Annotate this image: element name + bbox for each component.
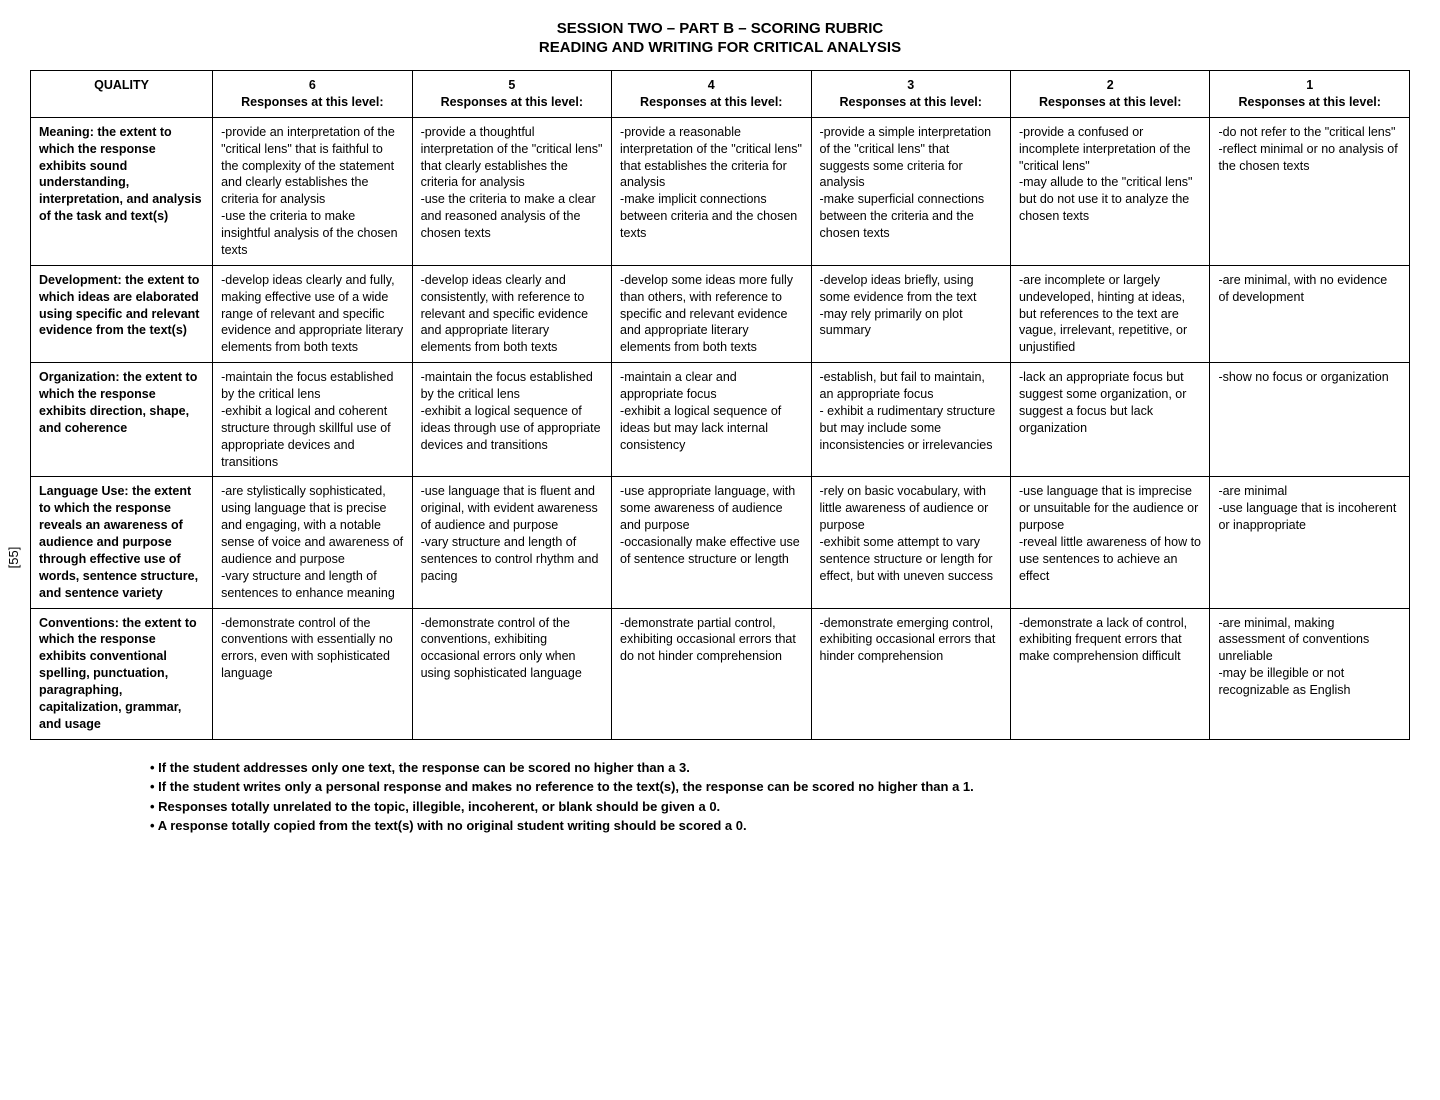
- rubric-cell: -use language that is fluent and origina…: [412, 477, 611, 608]
- quality-cell: Conventions: the extent to which the res…: [31, 608, 213, 739]
- rubric-cell: -are stylistically sophisticated, using …: [213, 477, 412, 608]
- rubric-cell: -demonstrate control of the conventions,…: [412, 608, 611, 739]
- rubric-cell: -are minimal, making assessment of conve…: [1210, 608, 1410, 739]
- quality-header: QUALITY: [31, 71, 213, 118]
- note-1: If the student addresses only one text, …: [150, 758, 1410, 778]
- rubric-cell: -use appropriate language, with some awa…: [612, 477, 811, 608]
- rubric-cell: -maintain the focus established by the c…: [213, 363, 412, 477]
- quality-cell: Development: the extent to which ideas a…: [31, 265, 213, 362]
- note-3: Responses totally unrelated to the topic…: [150, 797, 1410, 817]
- rubric-cell: -show no focus or organization: [1210, 363, 1410, 477]
- rubric-cell: -demonstrate a lack of control, exhibiti…: [1010, 608, 1209, 739]
- table-row: Conventions: the extent to which the res…: [31, 608, 1410, 739]
- rubric-cell: -rely on basic vocabulary, with little a…: [811, 477, 1010, 608]
- note-2: If the student writes only a personal re…: [150, 777, 1410, 797]
- note-4: A response totally copied from the text(…: [150, 816, 1410, 836]
- rubric-cell: -are incomplete or largely undeveloped, …: [1010, 265, 1209, 362]
- rubric-cell: -develop ideas clearly and fully, making…: [213, 265, 412, 362]
- rubric-cell: -lack an appropriate focus but suggest s…: [1010, 363, 1209, 477]
- title-line1: SESSION TWO – PART B – SCORING RUBRIC: [30, 20, 1410, 37]
- level-header-4: 4Responses at this level:: [612, 71, 811, 118]
- rubric-cell: -provide a reasonable interpretation of …: [612, 117, 811, 265]
- rubric-cell: -provide a thoughtful interpretation of …: [412, 117, 611, 265]
- rubric-cell: -provide a simple interpretation of the …: [811, 117, 1010, 265]
- rubric-cell: -demonstrate partial control, exhibiting…: [612, 608, 811, 739]
- rubric-cell: -maintain a clear and appropriate focus …: [612, 363, 811, 477]
- rubric-body: Meaning: the extent to which the respons…: [31, 117, 1410, 739]
- level-header-5: 5Responses at this level:: [412, 71, 611, 118]
- rubric-cell: -provide a confused or incomplete interp…: [1010, 117, 1209, 265]
- rubric-cell: -provide an interpretation of the "criti…: [213, 117, 412, 265]
- rubric-cell: -use language that is imprecise or unsui…: [1010, 477, 1209, 608]
- rubric-table: QUALITY 6Responses at this level: 5Respo…: [30, 70, 1410, 740]
- level-header-6: 6Responses at this level:: [213, 71, 412, 118]
- rubric-cell: -develop some ideas more fully than othe…: [612, 265, 811, 362]
- rubric-cell: -develop ideas clearly and consistently,…: [412, 265, 611, 362]
- quality-cell: Organization: the extent to which the re…: [31, 363, 213, 477]
- page-number: [55]: [6, 547, 21, 569]
- table-row: Development: the extent to which ideas a…: [31, 265, 1410, 362]
- rubric-cell: -demonstrate control of the conventions …: [213, 608, 412, 739]
- level-header-3: 3Responses at this level:: [811, 71, 1010, 118]
- quality-cell: Meaning: the extent to which the respons…: [31, 117, 213, 265]
- table-row: Language Use: the extent to which the re…: [31, 477, 1410, 608]
- rubric-cell: -demonstrate emerging control, exhibitin…: [811, 608, 1010, 739]
- footer-notes: If the student addresses only one text, …: [150, 758, 1410, 836]
- table-row: Organization: the extent to which the re…: [31, 363, 1410, 477]
- table-row: Meaning: the extent to which the respons…: [31, 117, 1410, 265]
- rubric-cell: -establish, but fail to maintain, an app…: [811, 363, 1010, 477]
- title-line2: READING AND WRITING FOR CRITICAL ANALYSI…: [30, 39, 1410, 56]
- quality-cell: Language Use: the extent to which the re…: [31, 477, 213, 608]
- rubric-cell: -do not refer to the "critical lens" -re…: [1210, 117, 1410, 265]
- rubric-cell: -maintain the focus established by the c…: [412, 363, 611, 477]
- rubric-cell: -are minimal -use language that is incoh…: [1210, 477, 1410, 608]
- level-header-2: 2Responses at this level:: [1010, 71, 1209, 118]
- level-header-1: 1Responses at this level:: [1210, 71, 1410, 118]
- rubric-cell: -are minimal, with no evidence of develo…: [1210, 265, 1410, 362]
- rubric-cell: -develop ideas briefly, using some evide…: [811, 265, 1010, 362]
- header-row: QUALITY 6Responses at this level: 5Respo…: [31, 71, 1410, 118]
